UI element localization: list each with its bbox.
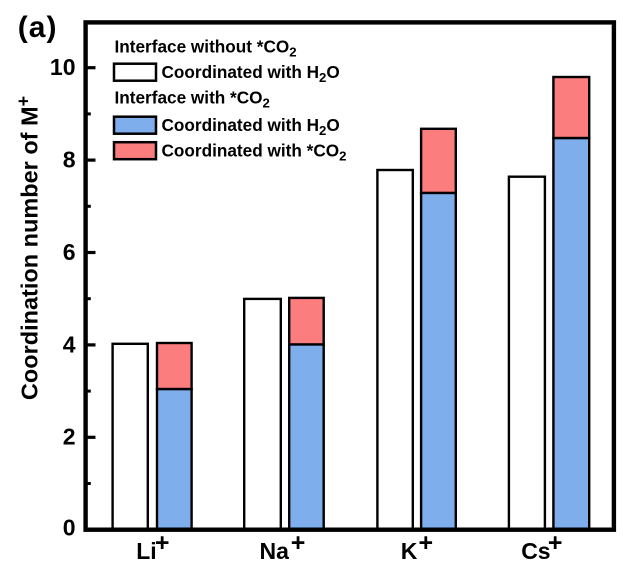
svg-text:Coordinated with H2O: Coordinated with H2O [162, 62, 340, 85]
svg-text:K: K [401, 538, 418, 564]
svg-text:+: + [419, 529, 434, 557]
svg-text:Coordinated with *CO2: Coordinated with *CO2 [162, 141, 347, 164]
svg-text:4: 4 [63, 331, 76, 357]
svg-text:Interface with *CO2: Interface with *CO2 [115, 87, 270, 110]
svg-text:+: + [291, 529, 306, 557]
svg-text:Coordination number of M+: Coordination number of M+ [14, 96, 43, 400]
svg-text:+: + [155, 529, 170, 557]
svg-text:8: 8 [63, 147, 76, 173]
svg-text:Cs: Cs [521, 538, 550, 564]
svg-text:(a): (a) [18, 11, 58, 44]
svg-text:0: 0 [63, 515, 76, 541]
svg-text:Coordinated with H2O: Coordinated with H2O [162, 115, 340, 138]
svg-text:Interface without *CO2: Interface without *CO2 [115, 36, 297, 59]
svg-text:2: 2 [63, 424, 76, 450]
svg-text:6: 6 [63, 239, 76, 265]
svg-text:+: + [548, 529, 563, 557]
svg-text:Na: Na [260, 538, 290, 564]
svg-text:Li: Li [136, 538, 156, 564]
svg-text:10: 10 [50, 54, 76, 80]
